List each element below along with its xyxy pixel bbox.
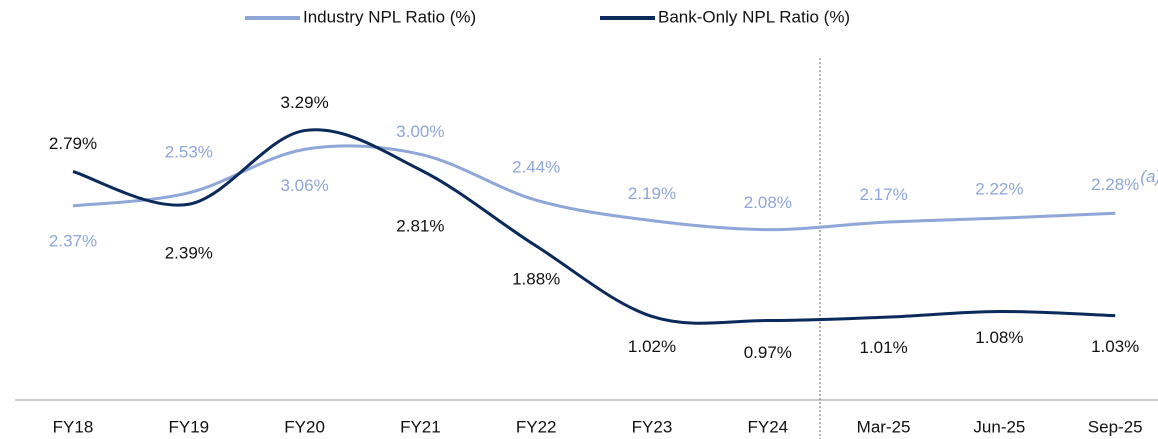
data-label: 1.08% <box>975 328 1023 347</box>
data-label: 2.44% <box>512 158 560 177</box>
x-tick-label: Jun-25 <box>973 417 1025 436</box>
data-label: 3.29% <box>280 93 328 112</box>
series-line <box>72 128 1116 325</box>
data-label: 1.01% <box>859 338 907 357</box>
data-label: 1.03% <box>1091 337 1139 356</box>
data-label: 1.02% <box>628 337 676 356</box>
data-label: 3.06% <box>280 176 328 195</box>
data-label: 2.53% <box>165 142 213 161</box>
data-label: 2.81% <box>396 216 444 235</box>
legend-label: Industry NPL Ratio (%) <box>303 7 476 26</box>
x-tick-label: Mar-25 <box>857 417 911 436</box>
data-label: 0.97% <box>744 343 792 362</box>
data-label: 1.88% <box>512 270 560 289</box>
data-label: 2.39% <box>165 244 213 263</box>
x-tick-label: Sep-25 <box>1088 417 1143 436</box>
x-tick-label: FY22 <box>516 417 557 436</box>
x-tick-label: FY21 <box>400 417 441 436</box>
data-label: 2.79% <box>49 134 97 153</box>
data-label: 2.08% <box>744 193 792 212</box>
x-tick-label: FY23 <box>632 417 673 436</box>
data-label: 2.19% <box>628 184 676 203</box>
data-label: 2.22% <box>975 180 1023 199</box>
x-tick-label: FY19 <box>168 417 209 436</box>
footnote-marker: (a) <box>1140 167 1158 186</box>
data-label: 2.28% <box>1091 175 1139 194</box>
x-tick-label: FY20 <box>284 417 325 436</box>
data-label: 2.17% <box>859 185 907 204</box>
data-label: 2.37% <box>49 231 97 250</box>
x-tick-label: FY24 <box>747 417 788 436</box>
series-line <box>72 144 1116 232</box>
x-tick-label: FY18 <box>53 417 94 436</box>
data-label: 3.00% <box>396 122 444 141</box>
legend-label: Bank-Only NPL Ratio (%) <box>658 7 850 26</box>
